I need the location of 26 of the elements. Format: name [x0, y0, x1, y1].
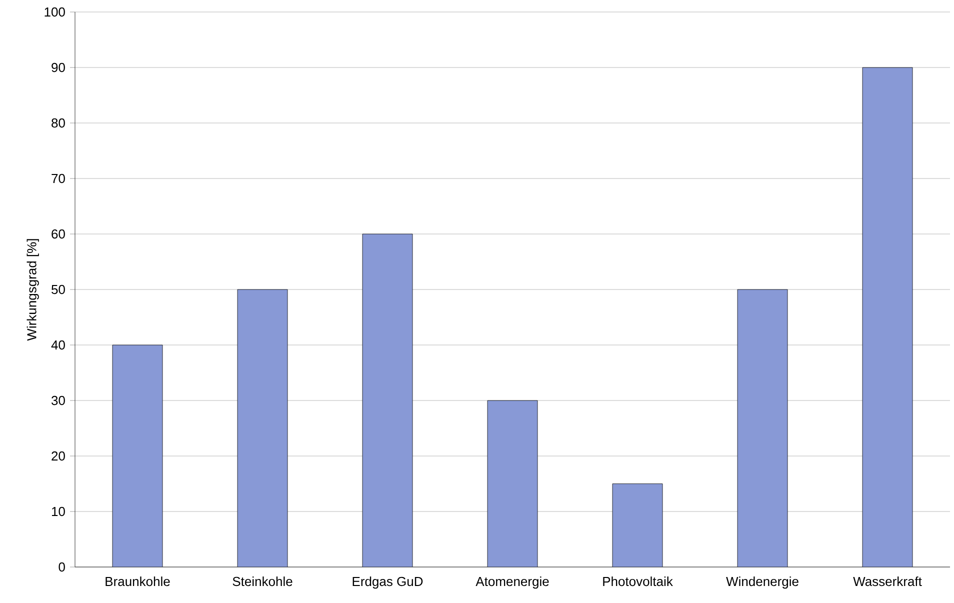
bar — [612, 484, 663, 567]
bar — [488, 400, 538, 567]
bar — [738, 289, 788, 567]
x-tick-label: Erdgas GuD — [352, 576, 423, 589]
bar — [238, 289, 288, 567]
y-axis-title: Wirkungsgrad [%] — [26, 239, 39, 341]
x-tick-label: Photovoltaik — [603, 576, 673, 586]
x-tick-label: Windenergie — [726, 576, 798, 589]
y-tick-label: 0 — [58, 562, 65, 572]
bar — [362, 234, 413, 567]
bar — [112, 344, 162, 567]
y-tick-label: 80 — [52, 118, 65, 128]
y-tick-label: 10 — [52, 506, 65, 516]
y-tick-label: 20 — [52, 451, 65, 461]
y-tick-label: 60 — [52, 229, 65, 239]
x-tick-label: Atomenergie — [476, 576, 549, 589]
y-tick-label: 40 — [51, 340, 65, 350]
y-tick-label: 30 — [52, 396, 65, 406]
x-tick-label: Steinkohle — [232, 576, 292, 586]
x-tick-label: Wasserkraft — [853, 576, 922, 586]
x-tick-label: Braunkohle — [106, 576, 170, 586]
y-tick-label: 100 — [44, 7, 65, 17]
y-tick-label: 50 — [52, 284, 65, 294]
y-tick-label: 70 — [52, 174, 65, 184]
y-tick-label: 90 — [52, 62, 65, 72]
bar — [862, 67, 913, 567]
